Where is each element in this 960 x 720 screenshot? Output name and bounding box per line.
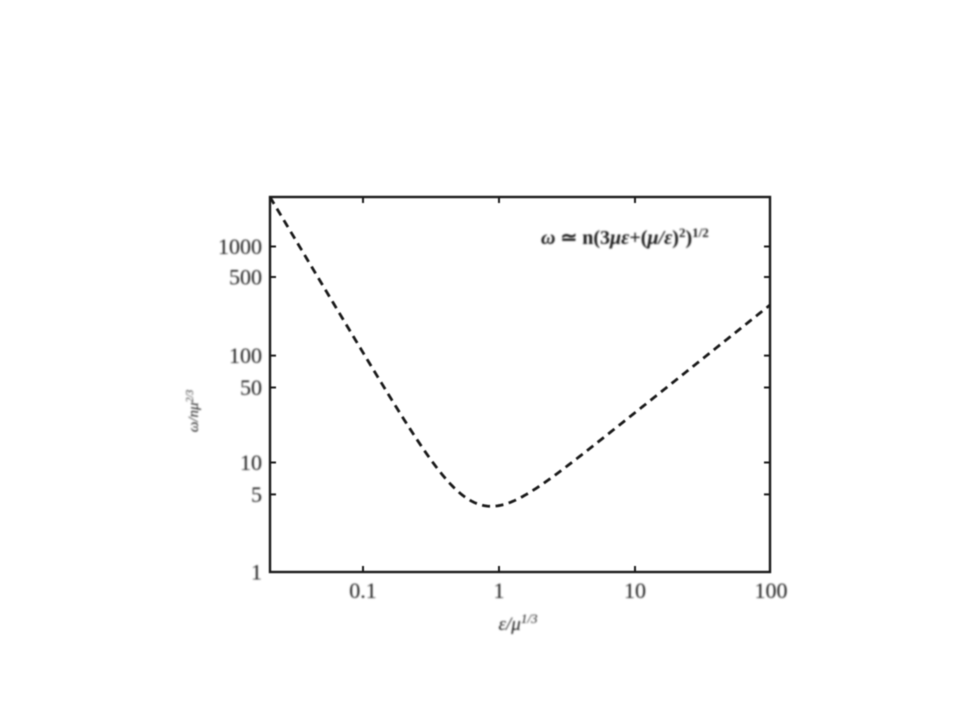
svg-text:1000: 1000: [218, 234, 262, 259]
svg-text:ε/μ1/3: ε/μ1/3: [499, 611, 538, 636]
svg-text:ω ≃ n(3με+(μ/ε)2)1/2: ω ≃ n(3με+(μ/ε)2)1/2: [541, 225, 709, 250]
svg-text:100: 100: [229, 343, 262, 368]
svg-text:0.1: 0.1: [349, 578, 377, 603]
svg-text:10: 10: [624, 578, 646, 603]
svg-text:10: 10: [240, 450, 262, 475]
svg-text:1: 1: [494, 578, 505, 603]
svg-text:ω/nμ2/3: ω/nμ2/3: [185, 390, 203, 433]
svg-text:100: 100: [755, 578, 788, 603]
svg-text:1: 1: [251, 560, 262, 585]
svg-text:5: 5: [251, 482, 262, 507]
svg-text:500: 500: [229, 265, 262, 290]
svg-text:50: 50: [240, 375, 262, 400]
